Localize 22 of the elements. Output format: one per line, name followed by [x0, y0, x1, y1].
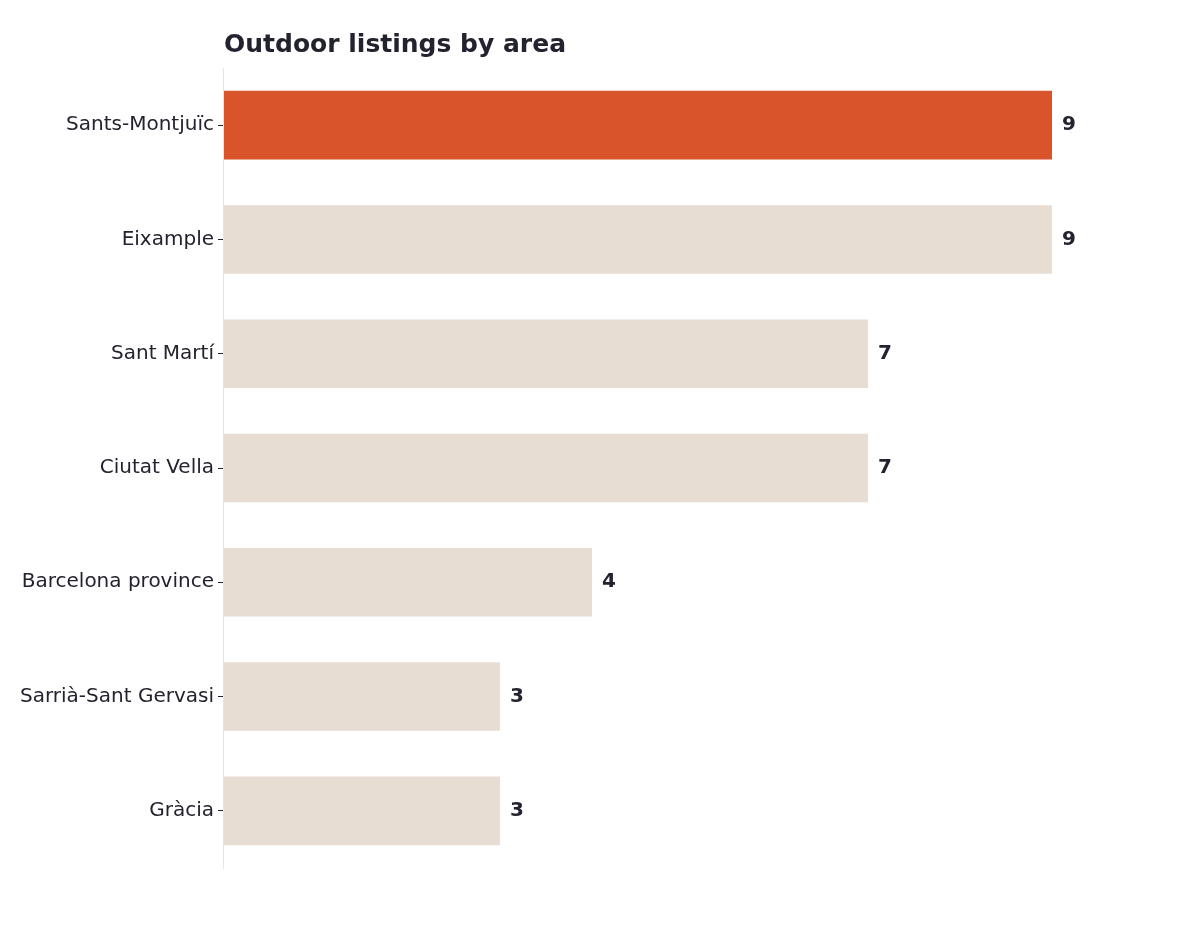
y-tick-label: Ciutat Vella — [99, 454, 214, 479]
y-tick-label: Sants-Montjuïc — [66, 111, 214, 136]
data-label: 7 — [878, 454, 892, 479]
data-label: 7 — [878, 339, 892, 364]
y-tick-label: Sant Martí — [111, 339, 216, 364]
bar — [223, 205, 1052, 274]
chart-title: Outdoor listings by area — [223, 29, 567, 58]
bar — [223, 90, 1052, 160]
data-label: 4 — [602, 568, 616, 593]
bar — [223, 662, 500, 731]
data-label: 3 — [510, 682, 524, 707]
y-tick-label: Gràcia — [149, 797, 214, 822]
bar — [223, 548, 592, 617]
data-label: 3 — [510, 797, 524, 822]
y-tick-label: Sarrià-Sant Gervasi — [19, 682, 214, 707]
data-label: 9 — [1062, 111, 1076, 136]
data-label: 9 — [1062, 225, 1076, 250]
bar — [223, 319, 868, 388]
bar — [223, 433, 868, 503]
bar — [223, 776, 500, 846]
y-tick-label: Barcelona province — [21, 568, 214, 593]
y-tick-label: Eixample — [121, 225, 214, 250]
